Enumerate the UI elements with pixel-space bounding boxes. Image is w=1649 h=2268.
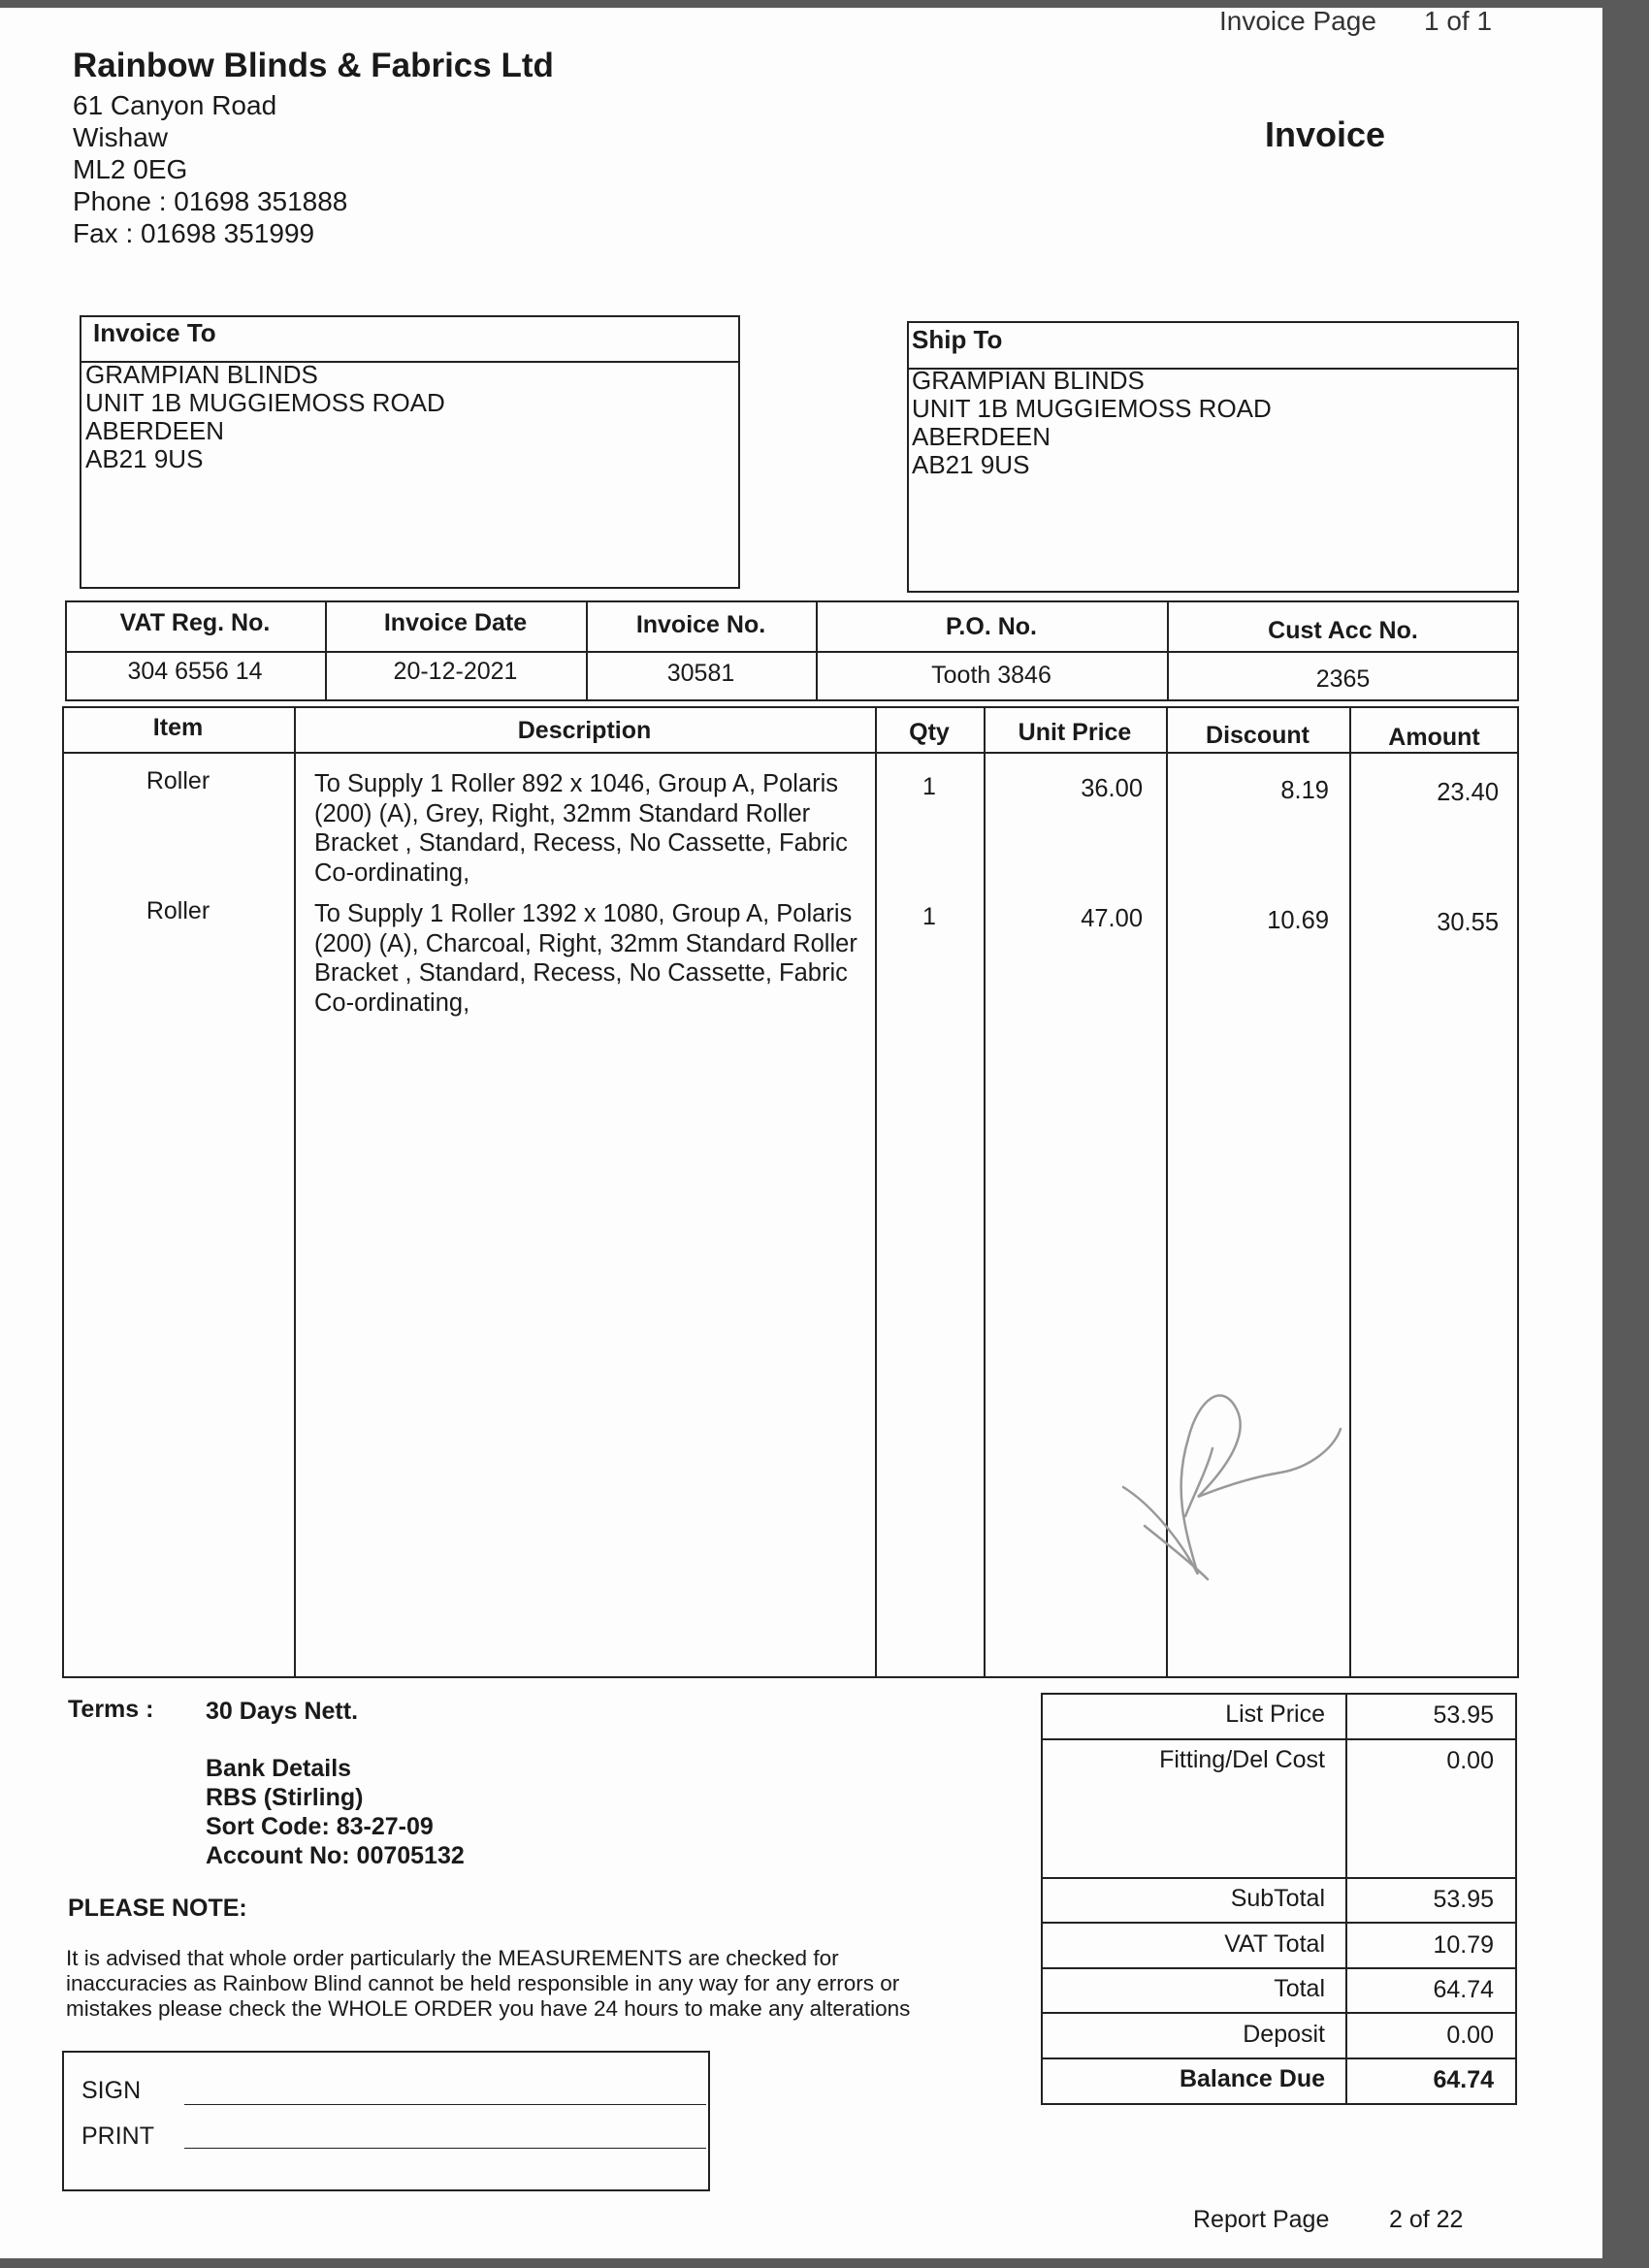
company-address-line: 61 Canyon Road	[73, 90, 277, 120]
handwritten-signature	[1121, 1394, 1342, 1581]
address-line: UNIT 1B MUGGIEMOSS ROAD	[85, 388, 445, 417]
invoice-to-address: GRAMPIAN BLINDS UNIT 1B MUGGIEMOSS ROAD …	[85, 361, 445, 473]
invoice-date: 20-12-2021	[393, 658, 518, 685]
sign-line[interactable]	[184, 2104, 706, 2105]
item-description: To Supply 1 Roller 1392 x 1080, Group A,…	[314, 900, 857, 1017]
sign-label: SIGN	[81, 2077, 142, 2104]
vat-reg-no: 304 6556 14	[127, 658, 263, 685]
address-line: UNIT 1B MUGGIEMOSS ROAD	[912, 394, 1272, 423]
info-header: Invoice Date	[383, 609, 528, 636]
invoice-to-box	[80, 315, 740, 589]
cust-acc-no: 2365	[1315, 665, 1371, 693]
company-address-line: ML2 0EG	[73, 154, 188, 184]
note-line: inaccuracies as Rainbow Blind cannot be …	[66, 1971, 900, 1995]
item-discount: 8.19	[1280, 777, 1329, 804]
ship-to-box	[907, 321, 1519, 593]
info-header: VAT Reg. No.	[119, 609, 271, 636]
item-qty: 1	[922, 903, 936, 930]
balance-due-label: Balance Due	[1179, 2065, 1325, 2092]
bank-line: Account No: 00705132	[206, 1842, 465, 1869]
print-label: PRINT	[81, 2122, 154, 2150]
subtotal-value: 53.95	[1433, 1886, 1494, 1913]
items-header-discount: Discount	[1206, 722, 1310, 749]
list-price-label: List Price	[1225, 1701, 1325, 1728]
invoice-no: 30581	[666, 660, 735, 687]
address-line: ABERDEEN	[912, 422, 1051, 451]
items-header-item: Item	[152, 714, 204, 741]
info-header: Cust Acc No.	[1268, 617, 1418, 644]
sign-box	[62, 2051, 710, 2191]
bank-line: Sort Code: 83-27-09	[206, 1813, 434, 1840]
address-line: AB21 9US	[912, 450, 1030, 479]
vat-total-label: VAT Total	[1224, 1930, 1325, 1958]
items-table	[62, 706, 1519, 1678]
company-phone: Phone : 01698 351888	[73, 186, 348, 216]
totals-table	[1041, 1693, 1517, 2105]
total-value: 64.74	[1433, 1976, 1494, 2003]
company-address-line: Wishaw	[73, 122, 169, 152]
bank-line: RBS (Stirling)	[206, 1784, 364, 1811]
item-description: To Supply 1 Roller 892 x 1046, Group A, …	[314, 770, 848, 887]
item-qty: 1	[922, 773, 936, 800]
fitting-label: Fitting/Del Cost	[1159, 1746, 1325, 1773]
subtotal-label: SubTotal	[1230, 1885, 1325, 1912]
items-header-qty: Qty	[909, 719, 950, 746]
address-line: GRAMPIAN BLINDS	[85, 360, 318, 389]
report-page-label: Report Page	[1193, 2206, 1330, 2233]
please-note-title: PLEASE NOTE:	[68, 1895, 247, 1922]
fitting-value: 0.00	[1446, 1747, 1494, 1774]
item-unit-price: 47.00	[1081, 905, 1143, 932]
items-header-unit-price: Unit Price	[1018, 719, 1132, 746]
po-no: Tooth 3846	[931, 662, 1051, 689]
item-unit-price: 36.00	[1081, 775, 1143, 802]
report-page-value: 2 of 22	[1389, 2206, 1464, 2233]
item-amount: 23.40	[1437, 779, 1499, 806]
bank-line: Bank Details	[206, 1755, 352, 1782]
item-discount: 10.69	[1267, 907, 1329, 934]
document-title: Invoice	[1265, 114, 1386, 154]
invoice-page: Invoice Page 1 of 1 Invoice Rainbow Blin…	[0, 6, 1602, 2258]
list-price-value: 53.95	[1433, 1701, 1494, 1729]
items-header-description: Description	[517, 717, 652, 744]
terms-value: 30 Days Nett.	[206, 1698, 359, 1725]
invoice-to-title: Invoice To	[93, 318, 216, 347]
address-line: GRAMPIAN BLINDS	[912, 366, 1145, 395]
print-line[interactable]	[184, 2148, 706, 2149]
deposit-value: 0.00	[1446, 2022, 1494, 2049]
invoice-page-value: 1 of 1	[1424, 6, 1493, 36]
ship-to-title: Ship To	[912, 325, 1003, 354]
bank-details: Bank Details RBS (Stirling) Sort Code: 8…	[206, 1754, 465, 1870]
please-note-text: It is advised that whole order particula…	[66, 1946, 910, 2022]
terms-label: Terms :	[68, 1696, 154, 1723]
address-line: AB21 9US	[85, 444, 204, 473]
total-label: Total	[1274, 1975, 1325, 2002]
vat-total-value: 10.79	[1433, 1931, 1494, 1959]
ship-to-address: GRAMPIAN BLINDS UNIT 1B MUGGIEMOSS ROAD …	[912, 367, 1272, 479]
note-line: It is advised that whole order particula…	[66, 1946, 839, 1970]
invoice-page-label: Invoice Page	[1219, 6, 1376, 36]
item-type: Roller	[146, 897, 210, 924]
info-header: P.O. No.	[945, 613, 1037, 640]
item-amount: 30.55	[1437, 909, 1499, 936]
deposit-label: Deposit	[1243, 2021, 1325, 2048]
balance-due-value: 64.74	[1433, 2066, 1494, 2093]
items-header-amount: Amount	[1388, 724, 1480, 751]
company-name: Rainbow Blinds & Fabrics Ltd	[73, 47, 554, 84]
address-line: ABERDEEN	[85, 416, 225, 445]
note-line: mistakes please check the WHOLE ORDER yo…	[66, 1996, 911, 2021]
company-fax: Fax : 01698 351999	[73, 218, 315, 248]
item-type: Roller	[146, 767, 210, 794]
info-header: Invoice No.	[635, 611, 766, 638]
